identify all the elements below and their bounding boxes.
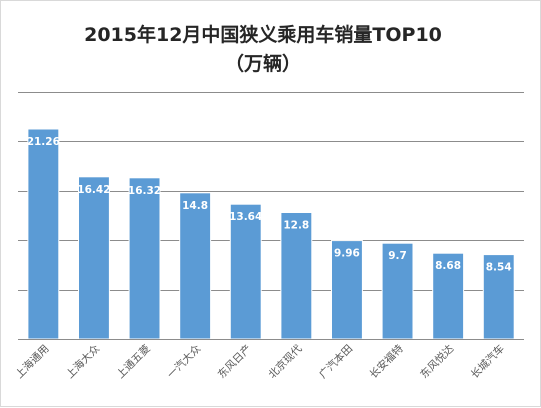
chart-subtitle: （万辆） [225, 52, 301, 75]
bar-5 [229, 203, 262, 340]
bar-8 [381, 242, 414, 340]
category-label-8: 长安福特 [367, 342, 406, 381]
chart-title: 2015年12月中国狭义乘用车销量TOP10 [84, 23, 442, 46]
data-labels: 21.26 16.42 16.32 14.8 13.64 12.8 9.96 9.7 8.68 8… [27, 136, 512, 274]
data-label-9: 8.68 [435, 260, 461, 272]
data-label-4: 14.8 [182, 200, 208, 212]
bar-1 [27, 128, 60, 340]
category-label-7: 广汽本田 [316, 342, 355, 381]
category-label-2: 上海大众 [63, 342, 102, 381]
bar-3 [128, 177, 161, 340]
category-label-4: 一汽大众 [164, 342, 203, 381]
data-label-7: 9.96 [334, 248, 360, 260]
bar-6 [280, 212, 313, 340]
data-label-5: 13.64 [229, 211, 262, 223]
bar-2 [78, 176, 110, 340]
category-label-10: 长城汽车 [468, 342, 507, 381]
category-label-9: 东风悦达 [417, 342, 456, 381]
category-label-3: 上通五菱 [115, 343, 153, 381]
category-tick-labels: 上海通用 上海大众 上通五菱 一汽大众 东风日产 北京现代 广汽本田 长安福特 东风悦达 长城汽车 [13, 342, 507, 381]
bar-9 [432, 252, 465, 340]
category-label-5: 东风日产 [215, 342, 254, 381]
data-label-2: 16.42 [77, 184, 110, 196]
data-label-8: 9.7 [388, 250, 407, 262]
bar-4 [179, 192, 212, 340]
bars [27, 128, 515, 340]
data-label-3: 16.32 [128, 185, 161, 197]
category-label-6: 北京现代 [266, 342, 305, 381]
data-label-6: 12.8 [283, 220, 309, 232]
data-label-10: 8.54 [486, 262, 512, 274]
bar-10 [482, 254, 515, 340]
category-label-1: 上海通用 [13, 342, 52, 381]
data-label-1: 21.26 [27, 136, 60, 148]
